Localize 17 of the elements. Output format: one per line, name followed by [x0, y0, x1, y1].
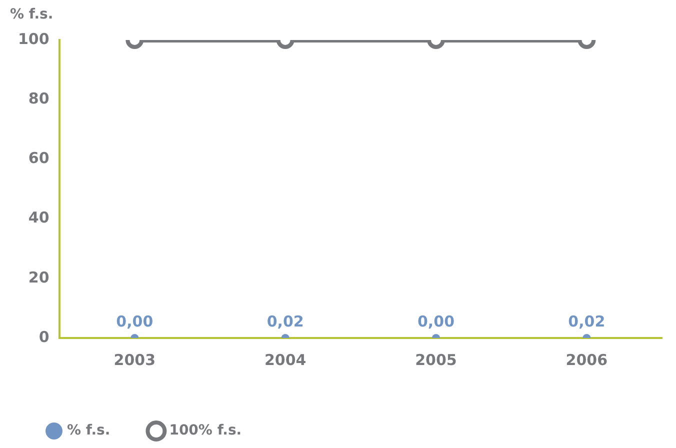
- y-axis-title: % f.s.: [10, 6, 54, 23]
- x-tick-label: 2004: [264, 350, 306, 369]
- y-tick-label: 40: [28, 208, 50, 227]
- legend-label: % f.s.: [67, 422, 110, 439]
- legend-label: 100% f.s.: [169, 422, 242, 439]
- x-tick-label: 2006: [566, 350, 608, 369]
- data-label: 0,00: [116, 312, 154, 330]
- y-tick-label: 100: [18, 30, 50, 48]
- x-tick-label: 2005: [415, 350, 457, 369]
- x-tick-label: 2003: [114, 350, 156, 369]
- data-label: 0,02: [266, 312, 304, 330]
- y-tick-label: 80: [28, 89, 50, 108]
- y-tick-label: 0: [38, 328, 50, 346]
- y-tick-label: 60: [28, 149, 50, 168]
- data-label: 0,00: [417, 312, 454, 330]
- data-label: 0,02: [568, 312, 606, 330]
- y-tick-label: 20: [28, 268, 50, 286]
